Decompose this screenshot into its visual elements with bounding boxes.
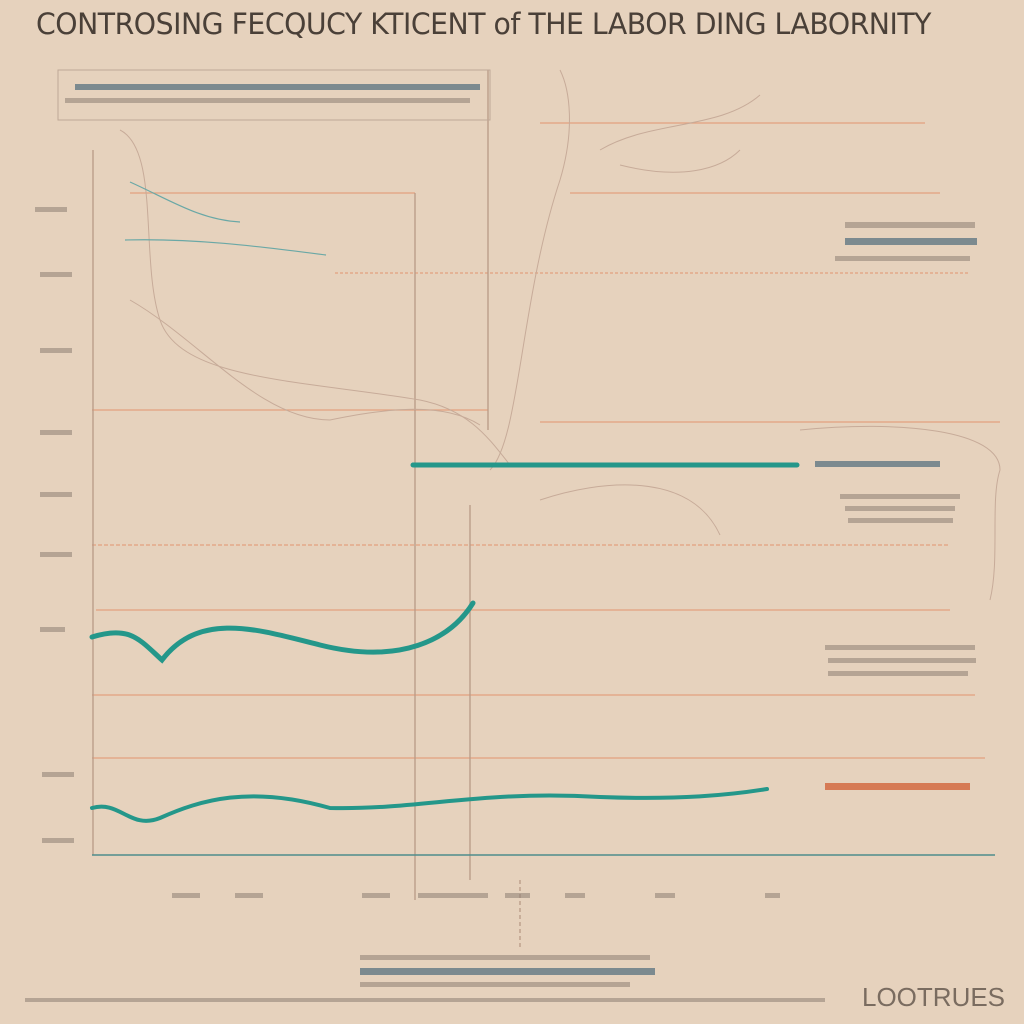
title: CONTROSING FECQUCY KTICENT of THE LABOR … [36,7,932,41]
sketch-lines [119,69,1001,601]
annotations [25,69,977,1002]
footer-logo: LOOTRUES [862,982,1005,1012]
curves [89,181,800,823]
grid [92,70,1000,950]
